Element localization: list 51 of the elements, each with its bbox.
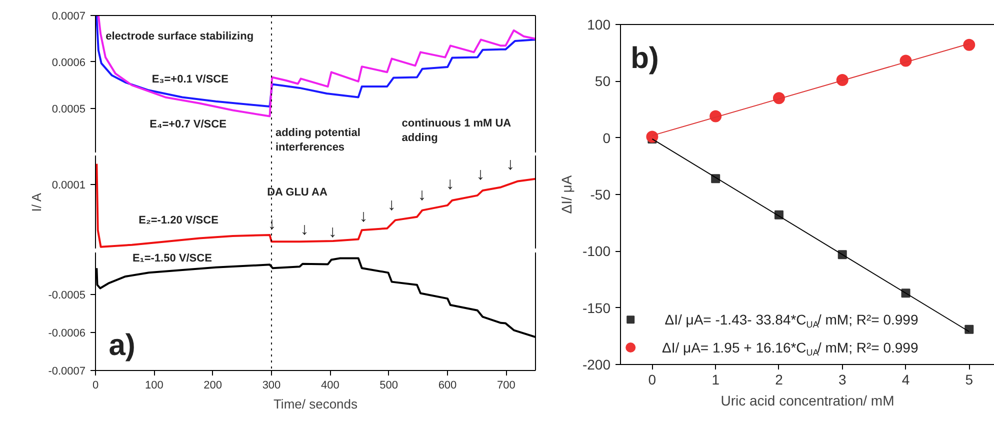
text: 0.0001 <box>52 179 86 192</box>
y-tick-label: 50 <box>594 73 611 90</box>
y-tick-label: 0.0005 <box>52 103 86 116</box>
x-tick-label: 300 <box>262 380 281 392</box>
annotation: b) <box>630 42 659 75</box>
y-axis-title: I/ A <box>28 192 44 212</box>
annotation: ↓ <box>359 206 368 226</box>
x-tick-label: 2 <box>775 372 784 388</box>
x-tick-label: 5 <box>965 372 974 388</box>
annotation: E₂=-1.20 V/SCE <box>138 214 218 227</box>
annotation: ↓ <box>446 174 454 193</box>
annotation: electrode surface stabilizing <box>106 30 254 42</box>
x-axis-title: Uric acid concentration/ mM <box>720 392 894 408</box>
annotation: adding potential interferences <box>275 127 360 154</box>
annotation: E₄=+0.7 V/SCE <box>150 118 226 131</box>
y-axis-title: ΔI/ μA <box>558 174 574 214</box>
y-tick-label: -200 <box>582 356 611 372</box>
annotation: a) <box>108 329 136 362</box>
y-tick-label: -150 <box>582 300 611 316</box>
y-tick-label: 100 <box>587 16 611 32</box>
x-tick-label: 100 <box>144 380 164 392</box>
x-tick-label: 700 <box>496 380 516 392</box>
x-tick-label: 0 <box>648 372 656 388</box>
annotation: E₃=+0.1 V/SCE <box>152 73 228 86</box>
annotation: ↓ <box>476 164 485 184</box>
y-tick-label: 0.0006 <box>52 56 86 69</box>
y-tick-label: -0.0007 <box>48 366 86 378</box>
x-tick-label: 1 <box>712 372 720 388</box>
annotation: ↓ <box>506 154 515 174</box>
annotation: ↓ <box>300 219 309 238</box>
x-tick-label: 4 <box>902 372 910 388</box>
x-tick-label: 400 <box>320 380 340 392</box>
y-tick-label: 0.0007 <box>52 10 86 22</box>
annotation: DA GLU AA <box>267 186 328 199</box>
annotation: ↓ <box>418 184 426 204</box>
x-tick-label: 600 <box>438 380 457 392</box>
annotation: continuous 1 mM UA adding <box>402 117 512 144</box>
annotation: ↓ <box>387 194 396 214</box>
y-tick-label: 0 <box>602 130 611 146</box>
y-tick-label: -50 <box>590 186 611 202</box>
x-tick-label: 200 <box>204 380 222 392</box>
y-tick-label: -0.0006 <box>48 327 86 340</box>
annotation: ↓ <box>268 214 276 234</box>
y-tick-label: -100 <box>582 243 611 260</box>
annotation: E₁=-1.50 V/SCE <box>132 252 212 264</box>
y-tick-label: -0.0005 <box>48 289 86 302</box>
x-tick-label: 500 <box>380 380 398 392</box>
x-axis-title: Time/ seconds <box>273 396 358 412</box>
annotation: ↓ <box>328 222 337 241</box>
x-tick-label: 3 <box>838 372 846 388</box>
x-tick-label: 0 <box>92 380 99 392</box>
